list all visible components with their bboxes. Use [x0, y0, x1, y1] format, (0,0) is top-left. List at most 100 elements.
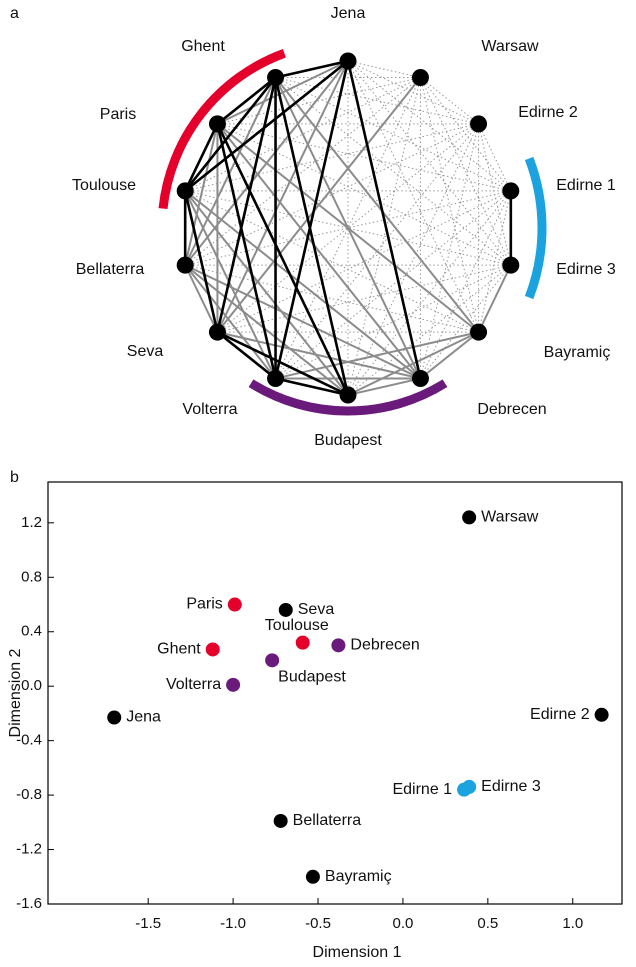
point [273, 813, 288, 828]
edge [217, 331, 421, 380]
node [470, 115, 488, 133]
node [339, 52, 357, 70]
node [339, 386, 357, 404]
point-label: Edirne 2 [530, 706, 590, 723]
edge [347, 377, 421, 396]
node [267, 369, 285, 387]
node-label: Edirne 2 [518, 104, 578, 121]
node-label: Ghent [181, 38, 225, 55]
edge [347, 60, 512, 192]
y-axis-label: Dimension 2 [7, 648, 24, 737]
edge [184, 77, 277, 266]
edge [346, 60, 422, 379]
edge [216, 123, 350, 396]
edge [275, 77, 479, 125]
point [265, 653, 280, 668]
edge [420, 190, 512, 379]
edge [275, 377, 349, 397]
edge [184, 264, 421, 380]
point-label: Ghent [157, 641, 201, 658]
point-label: Debrecen [350, 637, 419, 654]
edge [347, 331, 479, 396]
point [107, 710, 122, 725]
point [462, 779, 477, 794]
x-tick-label: 0.0 [392, 915, 413, 932]
point [278, 602, 293, 617]
edge [347, 264, 512, 396]
point-label: Toulouse [265, 617, 329, 634]
node-label: Debrecen [477, 401, 546, 418]
edge [184, 264, 349, 396]
x-tick-label: -0.5 [305, 915, 331, 932]
node-label: Bayramiç [544, 344, 611, 361]
y-tick-label: -1.6 [16, 895, 42, 912]
edge [216, 60, 349, 333]
edge [477, 264, 512, 333]
node-label: Jena [331, 5, 366, 22]
node-label: Edirne 3 [556, 261, 616, 278]
edge [275, 59, 349, 79]
point-label: Bellaterra [293, 812, 362, 829]
edge [347, 123, 480, 396]
edge [347, 60, 421, 79]
edge [184, 123, 219, 192]
edge [184, 76, 277, 192]
y-tick-label: 0.4 [21, 623, 42, 640]
point [462, 510, 477, 525]
x-axis-label: Dimension 1 [313, 944, 402, 961]
node [502, 182, 520, 200]
x-tick-label: 0.5 [477, 915, 498, 932]
node [176, 256, 194, 274]
point-label: Jena [126, 709, 161, 726]
point [295, 635, 310, 650]
node [208, 323, 226, 341]
node [411, 369, 429, 387]
y-tick-label: -0.4 [16, 732, 42, 749]
point-label: Bayramiç [325, 868, 392, 885]
edge [184, 123, 219, 266]
edge [184, 190, 422, 380]
point [226, 677, 241, 692]
edge [184, 264, 219, 333]
point-label: Edirne 1 [392, 781, 452, 798]
edge [216, 331, 277, 380]
edge [216, 123, 422, 380]
node-label: Warsaw [481, 38, 539, 55]
edge [420, 77, 479, 125]
edge [347, 60, 480, 333]
point [331, 638, 346, 653]
point-label: Paris [186, 596, 222, 613]
point-label: Seva [298, 601, 335, 618]
plot-frame [47, 481, 623, 905]
edge [216, 76, 277, 125]
edge [275, 331, 479, 380]
edge [184, 190, 349, 396]
point [594, 707, 609, 722]
edge [419, 331, 480, 380]
node [267, 69, 285, 87]
node-label: Bellaterra [76, 261, 145, 278]
edge [274, 76, 480, 333]
x-tick-label: -1.0 [220, 915, 246, 932]
edge [184, 190, 277, 379]
node-label: Seva [127, 343, 164, 360]
group-arc [158, 48, 286, 210]
point [205, 642, 220, 657]
node [208, 115, 226, 133]
point-label: Volterra [166, 676, 221, 693]
y-tick-label: 1.2 [21, 514, 42, 531]
edge [183, 190, 219, 333]
node [411, 69, 429, 87]
edge [216, 330, 349, 397]
node-label: Toulouse [72, 177, 136, 194]
point-label: Edirne 3 [481, 778, 541, 795]
y-tick-label: 0.0 [21, 677, 42, 694]
edge [420, 77, 512, 266]
panel-label: a [10, 5, 19, 22]
node [502, 256, 520, 274]
edge [274, 77, 350, 396]
edge [184, 77, 421, 266]
node [470, 323, 488, 341]
point [227, 597, 242, 612]
